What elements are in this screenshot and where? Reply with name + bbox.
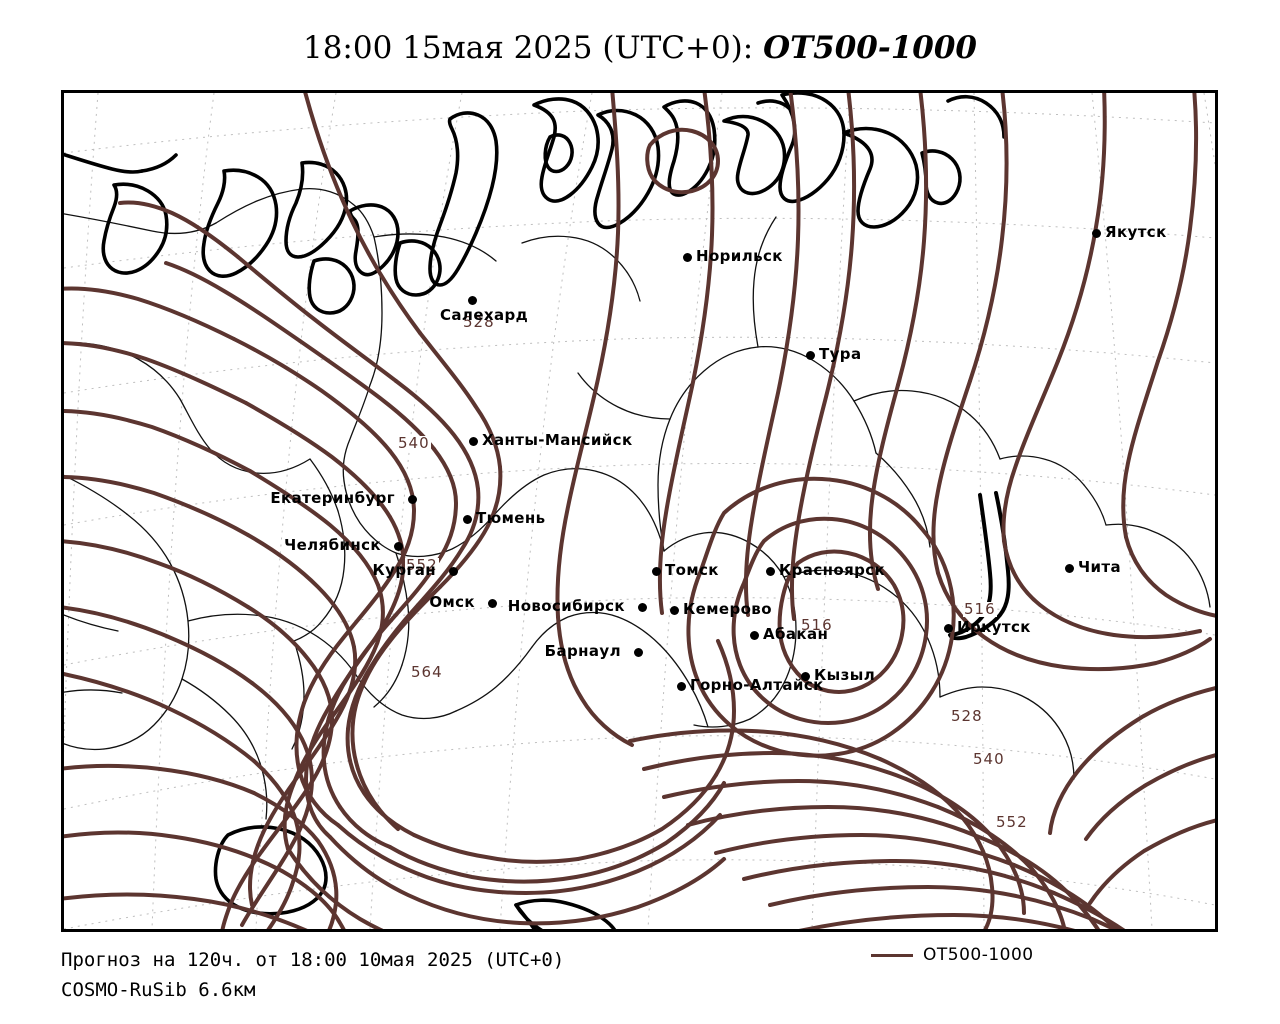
city-dot xyxy=(683,253,692,262)
city-dot xyxy=(469,437,478,446)
map-frame: 528 540 552 564 516 516 528 540 552 Нори… xyxy=(61,90,1218,932)
legend: ОТ500-1000 xyxy=(871,945,1034,965)
city-label: Абакан xyxy=(763,625,829,643)
city-label: Красноярск xyxy=(779,561,886,579)
city-dot xyxy=(449,567,458,576)
page-title: 18:00 15мая 2025 (UTC+0): ОТ500-1000 xyxy=(0,30,1280,66)
contour-label: 528 xyxy=(950,707,984,725)
contour-label: 552 xyxy=(405,556,439,574)
city-dot xyxy=(463,515,472,524)
city-dot xyxy=(394,542,403,551)
city-label: Ханты-Мансийск xyxy=(482,431,633,449)
city-dot xyxy=(634,648,643,657)
contour-label: 516 xyxy=(963,600,997,618)
city-label: Чита xyxy=(1078,558,1122,576)
graticule xyxy=(64,93,1215,929)
city-label: Новосибирск xyxy=(507,597,625,615)
city-dot xyxy=(766,567,775,576)
map-canvas xyxy=(64,93,1215,929)
city-dot xyxy=(670,606,679,615)
legend-label: ОТ500-1000 xyxy=(923,945,1034,965)
city-label: Кызыл xyxy=(814,666,876,684)
contour-lines xyxy=(64,93,1215,929)
city-label: Иркутск xyxy=(957,618,1031,636)
city-dot xyxy=(468,296,477,305)
city-dot xyxy=(488,599,497,608)
city-dot xyxy=(1065,564,1074,573)
city-dot xyxy=(801,672,810,681)
city-label: Тура xyxy=(819,345,862,363)
city-label: Горно-Алтайск xyxy=(690,676,824,694)
contour-label: 564 xyxy=(410,663,444,681)
title-datetime: 18:00 15мая 2025 (UTC+0): xyxy=(302,30,754,66)
city-dot xyxy=(806,351,815,360)
city-label: Барнаул xyxy=(544,642,621,660)
title-field: ОТ500-1000 xyxy=(763,30,978,66)
contour-label: 552 xyxy=(995,813,1029,831)
city-dot xyxy=(652,567,661,576)
city-label: Челябинск xyxy=(284,536,381,554)
contour-label: 540 xyxy=(972,750,1006,768)
contour-label: 528 xyxy=(462,313,496,331)
city-label: Тюмень xyxy=(476,509,546,527)
model-info-line: COSMO-RuSib 6.6км xyxy=(61,979,256,1001)
city-dot xyxy=(944,624,953,633)
forecast-info-line: Прогноз на 120ч. от 18:00 10мая 2025 (UT… xyxy=(61,949,565,971)
city-label: Курган xyxy=(372,561,436,579)
city-dot xyxy=(638,603,647,612)
city-label: Омск xyxy=(429,593,475,611)
administrative-borders xyxy=(64,187,1211,820)
city-label: Салехард xyxy=(440,306,529,324)
city-label: Томск xyxy=(665,561,719,579)
city-label: Якутск xyxy=(1105,223,1167,241)
city-dot xyxy=(1092,229,1101,238)
city-dot xyxy=(408,495,417,504)
contour-label: 516 xyxy=(800,616,834,634)
legend-line-icon xyxy=(871,953,913,957)
contour-label: 540 xyxy=(397,434,431,452)
city-label: Кемерово xyxy=(683,600,772,618)
city-dot xyxy=(750,631,759,640)
footer: Прогноз на 120ч. от 18:00 10мая 2025 (UT… xyxy=(61,945,1221,1005)
city-dot xyxy=(677,682,686,691)
city-label: Норильск xyxy=(696,247,783,265)
city-label: Екатеринбург xyxy=(270,489,395,507)
